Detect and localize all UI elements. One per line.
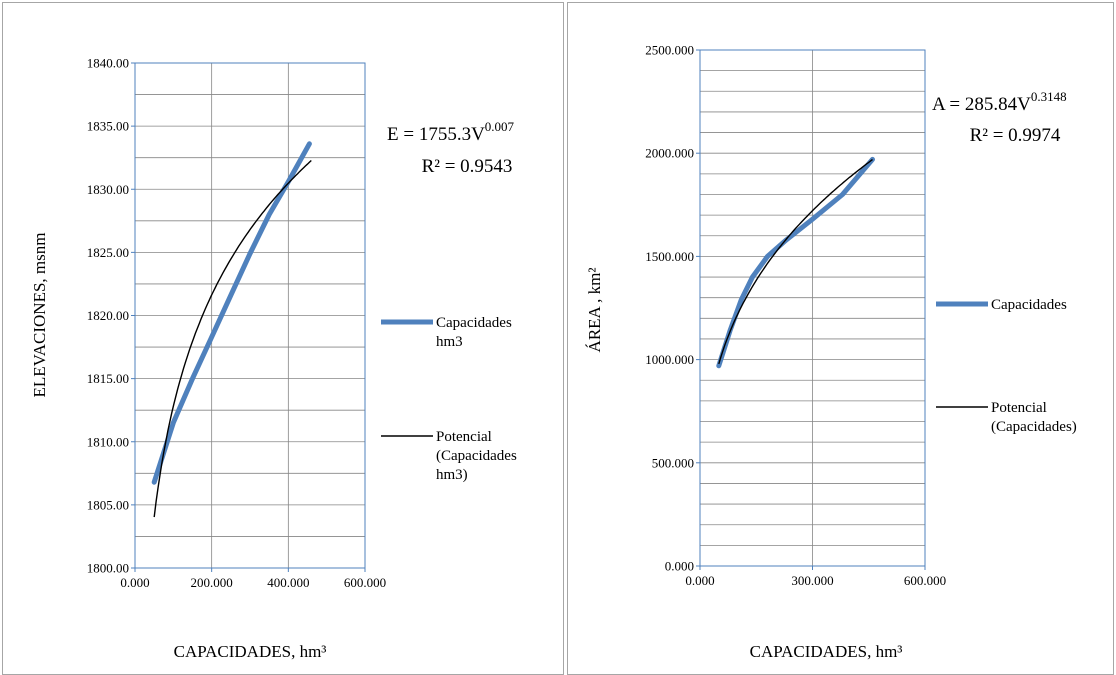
elevation-r2: R² = 0.9543 <box>422 156 513 177</box>
x-tick-label: 600.000 <box>344 575 386 590</box>
area-y-axis-title: ÁREA , km² <box>585 268 604 353</box>
elevation-x-ticks: 0.000 200.000 400.000 600.000 <box>120 568 386 590</box>
y-tick-label: 1000.000 <box>645 352 694 367</box>
elevation-capacidades-line <box>151 141 312 485</box>
area-r2: R² = 0.9974 <box>970 125 1061 146</box>
area-y-ticks: 0.000 500.000 1000.000 1500.000 2000.000 2500… <box>645 43 700 574</box>
area-grid <box>700 50 925 566</box>
legend-label-potencial-capacidades: Potencial (Capacidades) <box>991 400 1077 435</box>
x-tick-label: 300.000 <box>791 573 833 588</box>
elevation-equation: E = 1755.3V0.007 <box>387 119 515 145</box>
y-tick-label: 1815.00 <box>87 371 129 386</box>
area-x-ticks: 0.000 300.000 600.000 <box>685 566 946 588</box>
elevation-y-ticks: 1800.00 1805.00 1810.00 1815.00 1820.00 1825.… <box>87 56 135 576</box>
y-tick-label: 1840.00 <box>87 56 129 71</box>
area-capacidades-line <box>716 156 875 369</box>
elevation-chart: 1800.00 1805.00 1810.00 1815.00 1820.00 1825.… <box>30 56 517 662</box>
x-tick-label: 200.000 <box>191 575 233 590</box>
x-tick-label: 0.000 <box>685 573 714 588</box>
y-tick-label: 2000.000 <box>645 146 694 161</box>
elevation-potencial-line <box>153 159 312 518</box>
elevation-legend: Capacidades hm3 Potencial (Capacidades hm3) <box>381 315 517 483</box>
y-tick-label: 1810.00 <box>87 434 129 449</box>
legend-label-capacidades-hm3: Capacidades hm3 <box>436 315 512 350</box>
elevation-equation-lhs: E = 1755.3V <box>387 124 485 145</box>
legend-label-capacidades: Capacidades <box>991 297 1067 313</box>
x-tick-label: 400.000 <box>267 575 309 590</box>
y-tick-label: 2500.000 <box>645 43 694 58</box>
legend-label-potencial: Potencial (Capacidades hm3) <box>436 429 517 483</box>
y-tick-label: 1835.00 <box>87 119 129 134</box>
y-tick-label: 1825.00 <box>87 245 129 260</box>
area-potencial-line <box>718 158 873 365</box>
y-tick-label: 500.000 <box>652 455 694 470</box>
area-equation-exponent: 0.3148 <box>1031 89 1067 104</box>
y-tick-label: 1820.00 <box>87 308 129 323</box>
x-tick-label: 600.000 <box>904 573 946 588</box>
elevation-x-axis-title: CAPACIDADES, hm³ <box>174 642 327 661</box>
y-tick-label: 1830.00 <box>87 182 129 197</box>
y-tick-label: 1500.000 <box>645 249 694 264</box>
x-tick-label: 0.000 <box>120 575 149 590</box>
area-equation-lhs: A = 285.84V <box>932 94 1031 115</box>
elevation-equation-exponent: 0.007 <box>485 119 515 134</box>
y-tick-label: 1800.00 <box>87 561 129 576</box>
y-tick-label: 1805.00 <box>87 497 129 512</box>
y-tick-label: 0.000 <box>665 559 694 574</box>
area-x-axis-title: CAPACIDADES, hm³ <box>750 642 903 661</box>
area-equation: A = 285.84V0.3148 <box>932 89 1067 115</box>
area-chart: 0.000 500.000 1000.000 1500.000 2000.000 2500… <box>585 43 1077 662</box>
elevation-grid <box>135 63 365 568</box>
area-legend: Capacidades Potencial (Capacidades) <box>936 297 1077 435</box>
elevation-y-axis-title: ELEVACIONES, msnm <box>30 233 49 398</box>
